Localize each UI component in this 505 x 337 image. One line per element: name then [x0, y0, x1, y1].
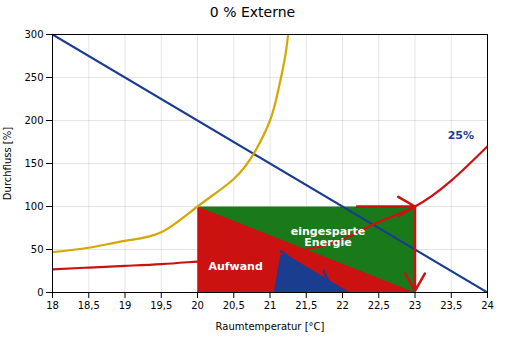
svg-text:300: 300: [24, 29, 43, 40]
svg-text:19: 19: [119, 300, 132, 311]
svg-text:0: 0: [37, 287, 43, 298]
svg-text:18: 18: [46, 300, 59, 311]
svg-text:Aufwand: Aufwand: [208, 260, 262, 273]
svg-text:22,5: 22,5: [368, 300, 390, 311]
svg-text:100: 100: [24, 201, 43, 212]
svg-text:20: 20: [191, 300, 204, 311]
svg-text:22: 22: [336, 300, 349, 311]
svg-text:250: 250: [24, 72, 43, 83]
svg-text:25%: 25%: [448, 129, 474, 142]
svg-text:200: 200: [24, 115, 43, 126]
svg-text:150: 150: [24, 158, 43, 169]
svg-text:20,5: 20,5: [223, 300, 245, 311]
svg-text:50: 50: [31, 244, 44, 255]
svg-text:18,5: 18,5: [78, 300, 100, 311]
svg-text:Raumtemperatur [°C]: Raumtemperatur [°C]: [216, 321, 325, 332]
svg-text:21,5: 21,5: [295, 300, 317, 311]
svg-text:Durchfluss [%]: Durchfluss [%]: [2, 127, 13, 200]
svg-text:24: 24: [481, 300, 494, 311]
html-text:0 % Externe: 0 % Externe: [209, 4, 296, 20]
svg-text:23,5: 23,5: [440, 300, 462, 311]
svg-text:23: 23: [409, 300, 422, 311]
svg-text:eingesparteEnergie: eingesparteEnergie: [291, 225, 365, 249]
svg-text:19,5: 19,5: [150, 300, 172, 311]
svg-text:21: 21: [264, 300, 277, 311]
